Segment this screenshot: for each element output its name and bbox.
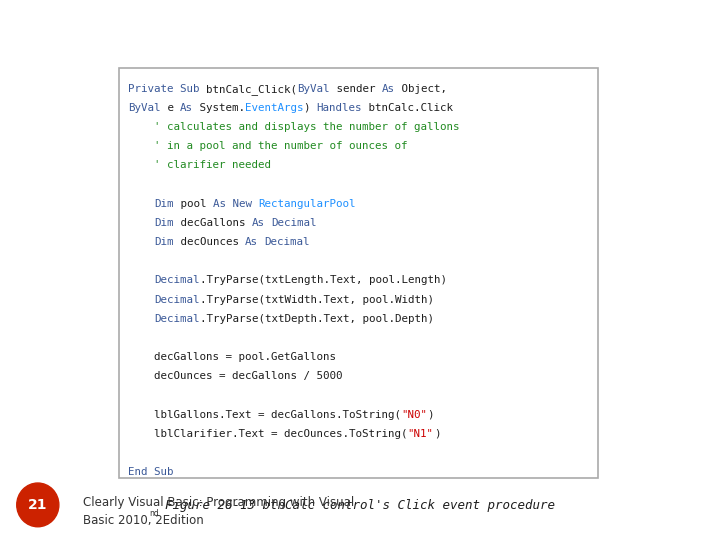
Text: Decimal: Decimal <box>265 237 310 247</box>
Text: ' calculates and displays the number of gallons: ' calculates and displays the number of … <box>128 122 459 132</box>
Text: btnCalc_Click(: btnCalc_Click( <box>206 84 297 94</box>
Text: sender: sender <box>330 84 382 94</box>
Text: System.: System. <box>193 103 245 113</box>
Text: btnCalc.Click: btnCalc.Click <box>362 103 453 113</box>
Text: pool: pool <box>174 199 212 209</box>
Text: decGallons = pool.GetGallons: decGallons = pool.GetGallons <box>128 352 336 362</box>
Text: decGallons: decGallons <box>174 218 252 228</box>
Text: Private Sub: Private Sub <box>128 84 206 94</box>
Text: RectangularPool: RectangularPool <box>258 199 356 209</box>
Text: ' in a pool and the number of ounces of: ' in a pool and the number of ounces of <box>128 141 408 151</box>
Text: Edition: Edition <box>159 514 204 527</box>
Bar <box>119 68 598 478</box>
Text: lblGallons.Text = decGallons.ToString(: lblGallons.Text = decGallons.ToString( <box>128 409 401 420</box>
Text: ): ) <box>304 103 317 113</box>
Text: "N1": "N1" <box>408 429 433 439</box>
Text: ' clarifier needed: ' clarifier needed <box>128 160 271 171</box>
Text: As: As <box>180 103 193 113</box>
Text: ): ) <box>427 409 433 420</box>
Text: EventArgs: EventArgs <box>245 103 304 113</box>
Text: Basic 2010, 2: Basic 2010, 2 <box>83 514 163 527</box>
Text: Decimal: Decimal <box>271 218 317 228</box>
Text: ): ) <box>433 429 440 439</box>
Text: Decimal: Decimal <box>154 314 199 324</box>
Text: Object,: Object, <box>395 84 446 94</box>
Text: ByVal: ByVal <box>297 84 330 94</box>
Text: Decimal: Decimal <box>154 295 199 305</box>
Text: nd: nd <box>149 509 159 518</box>
Text: "N0": "N0" <box>401 409 427 420</box>
Text: Dim: Dim <box>154 199 174 209</box>
Text: As: As <box>252 218 265 228</box>
Text: Decimal: Decimal <box>154 275 199 286</box>
Text: .TryParse(txtLength.Text, pool.Length): .TryParse(txtLength.Text, pool.Length) <box>199 275 446 286</box>
Text: e: e <box>161 103 180 113</box>
Text: .TryParse(txtWidth.Text, pool.Width): .TryParse(txtWidth.Text, pool.Width) <box>199 295 433 305</box>
Text: Handles: Handles <box>317 103 362 113</box>
Text: .TryParse(txtDepth.Text, pool.Depth): .TryParse(txtDepth.Text, pool.Depth) <box>199 314 433 324</box>
Text: lblClarifier.Text = decOunces.ToString(: lblClarifier.Text = decOunces.ToString( <box>128 429 408 439</box>
Text: As: As <box>382 84 395 94</box>
Text: Figure 26-13 btnCalc control's Click event procedure: Figure 26-13 btnCalc control's Click eve… <box>165 500 555 512</box>
Text: 21: 21 <box>28 498 48 512</box>
Text: As New: As New <box>212 199 252 209</box>
Text: decOunces = decGallons / 5000: decOunces = decGallons / 5000 <box>128 372 343 381</box>
Text: Dim: Dim <box>154 237 174 247</box>
Text: As: As <box>245 237 258 247</box>
Circle shape <box>17 483 59 527</box>
Text: ByVal: ByVal <box>128 103 161 113</box>
Text: End Sub: End Sub <box>128 467 174 477</box>
Text: decOunces: decOunces <box>174 237 245 247</box>
Text: Dim: Dim <box>154 218 174 228</box>
Text: Clearly Visual Basic: Programming with Visual: Clearly Visual Basic: Programming with V… <box>83 496 354 509</box>
